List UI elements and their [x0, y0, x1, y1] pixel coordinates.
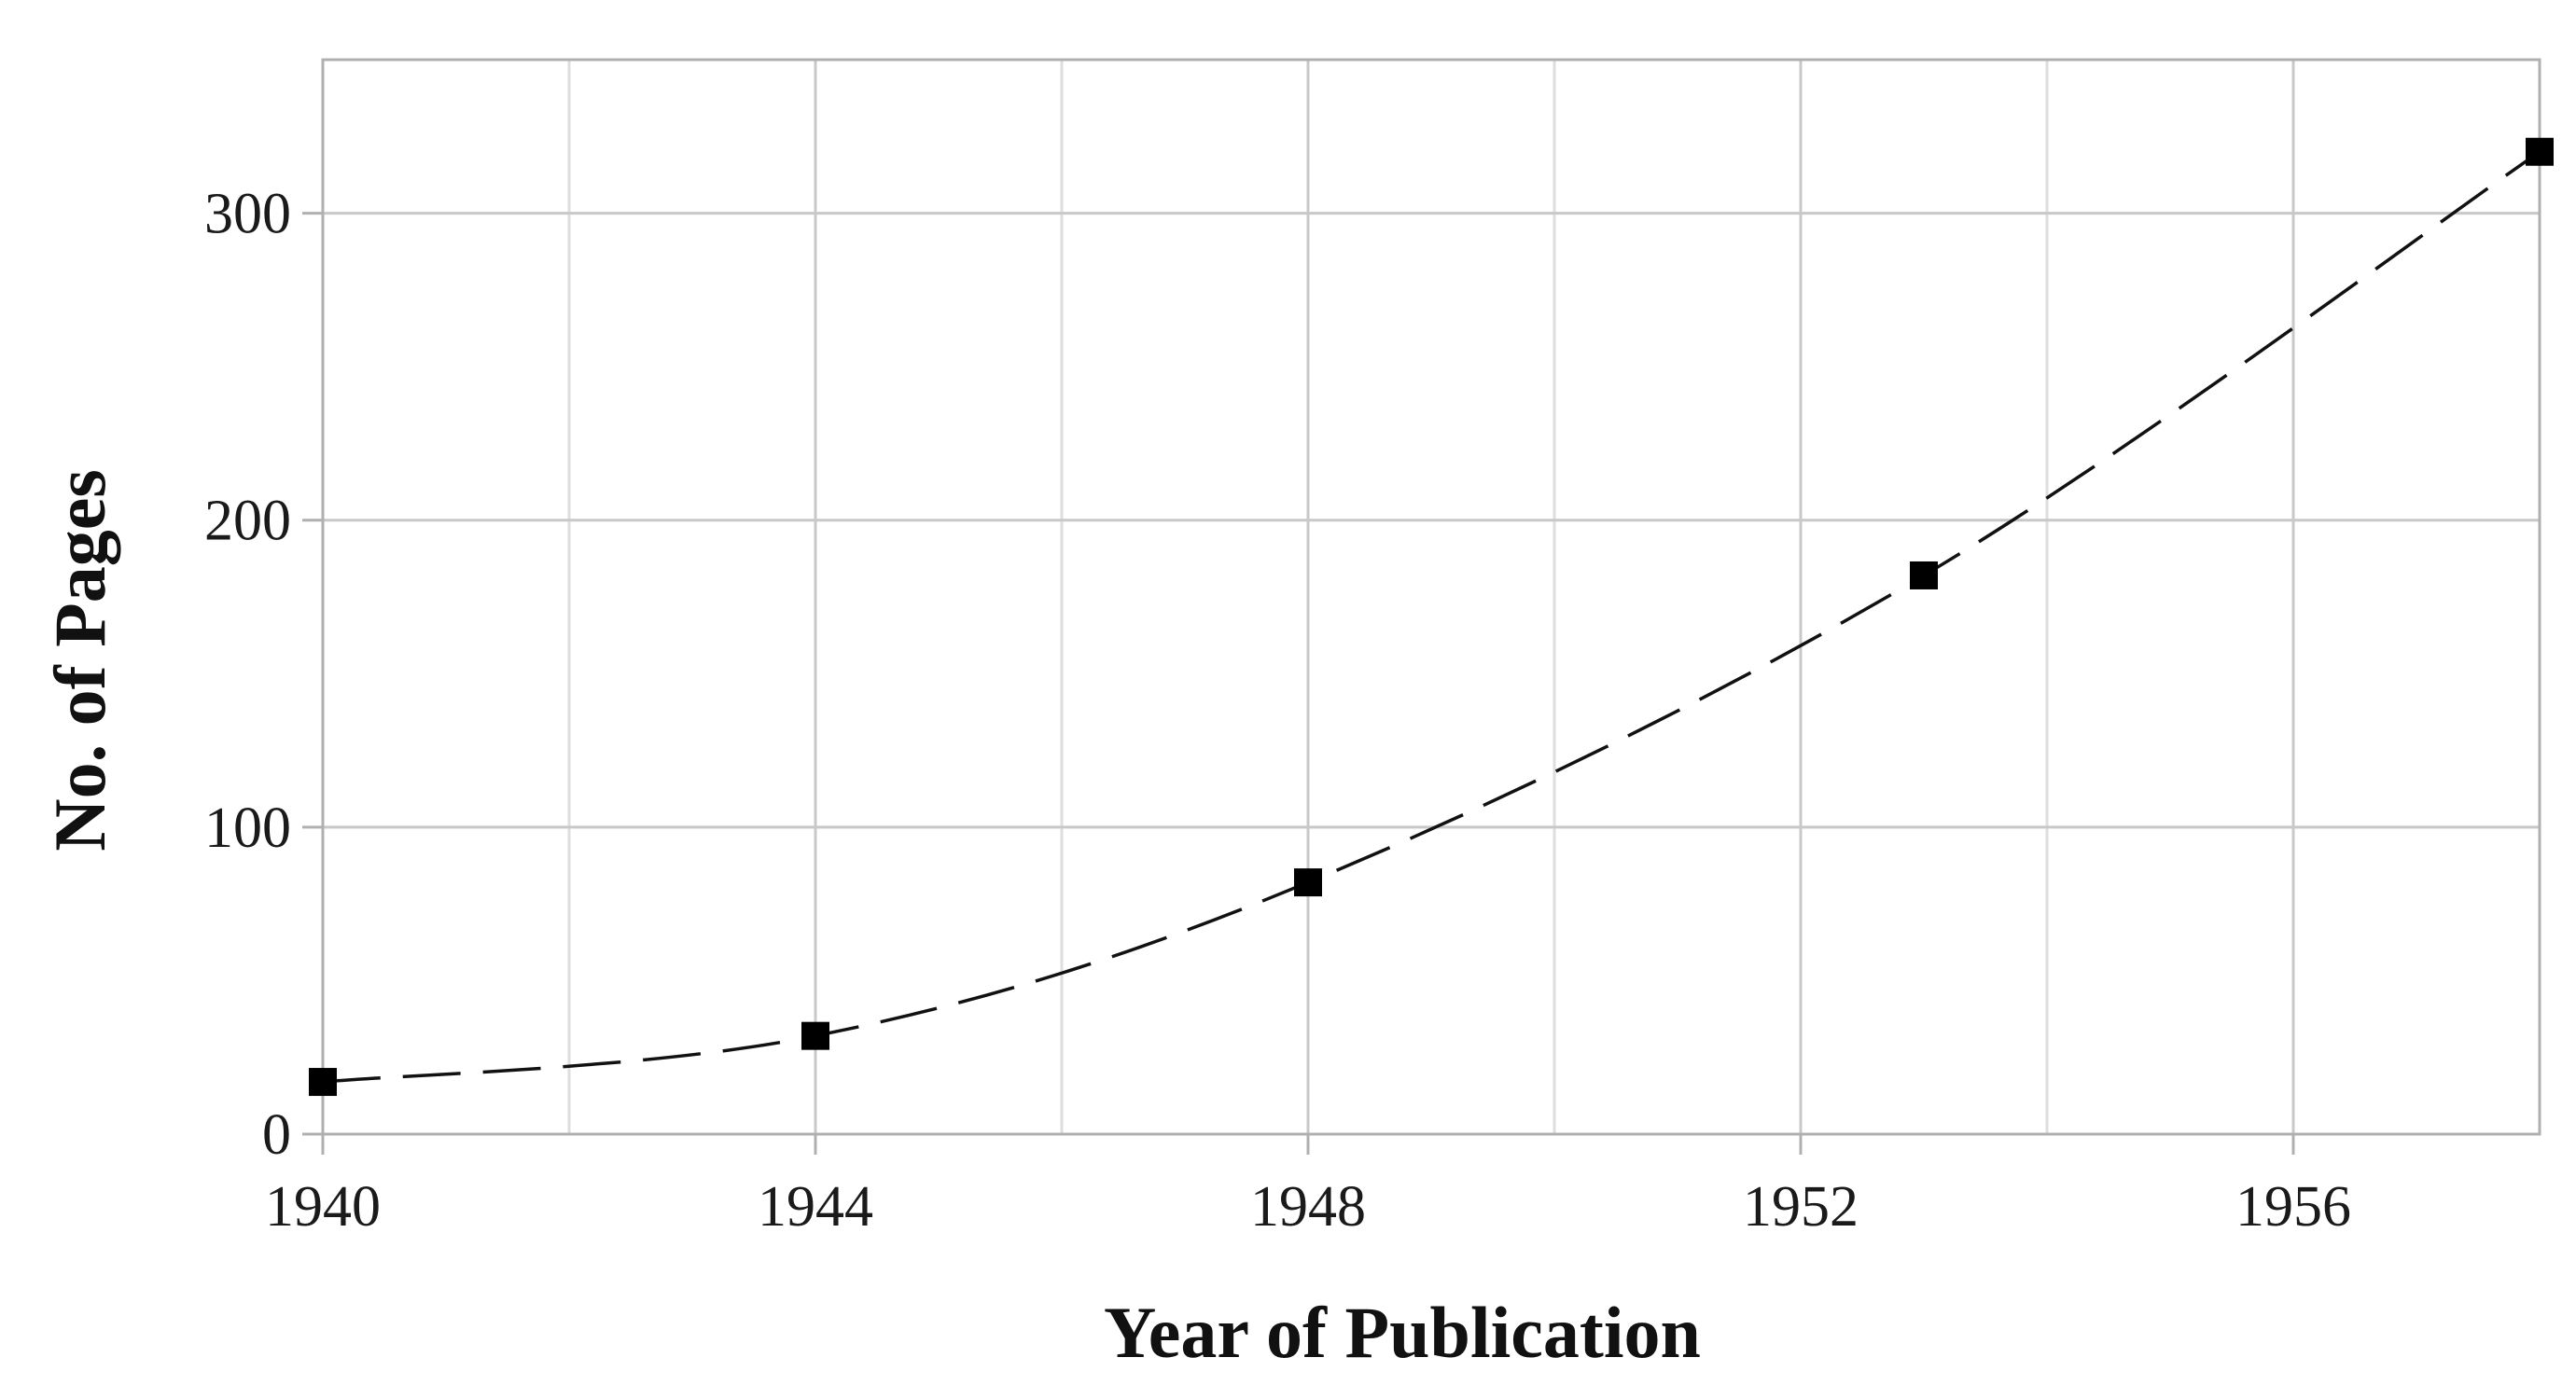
x-tick-label: 1952 — [1743, 1175, 1859, 1239]
x-tick-label: 1948 — [1250, 1175, 1366, 1239]
x-tick-label: 1940 — [265, 1175, 381, 1239]
data-point-marker — [1910, 561, 1938, 589]
plot-frame — [321, 58, 2541, 1136]
y-tick-label: 100 — [204, 796, 291, 860]
x-axis-title: Year of Publication — [1104, 1292, 1701, 1373]
x-axis-ticks: 1940 1944 1948 1952 1956 — [265, 1134, 2351, 1239]
data-point-marker — [309, 1068, 337, 1097]
data-point-marker — [1294, 868, 1322, 897]
series-line — [322, 150, 2541, 1084]
plot-border — [321, 58, 2541, 1136]
y-tick-label: 0 — [262, 1103, 291, 1167]
x-tick-label: 1944 — [758, 1175, 873, 1239]
data-point-marker — [2526, 137, 2554, 166]
y-tick-label: 300 — [204, 183, 291, 246]
y-axis-ticks: 0 100 200 300 — [204, 183, 323, 1167]
y-tick-label: 200 — [204, 490, 291, 553]
y-axis-title: No. of Pages — [39, 469, 120, 851]
x-tick-label: 1956 — [2235, 1175, 2351, 1239]
series-layer — [309, 137, 2554, 1097]
data-point-marker — [801, 1021, 829, 1050]
grid-lines — [321, 60, 2540, 1136]
